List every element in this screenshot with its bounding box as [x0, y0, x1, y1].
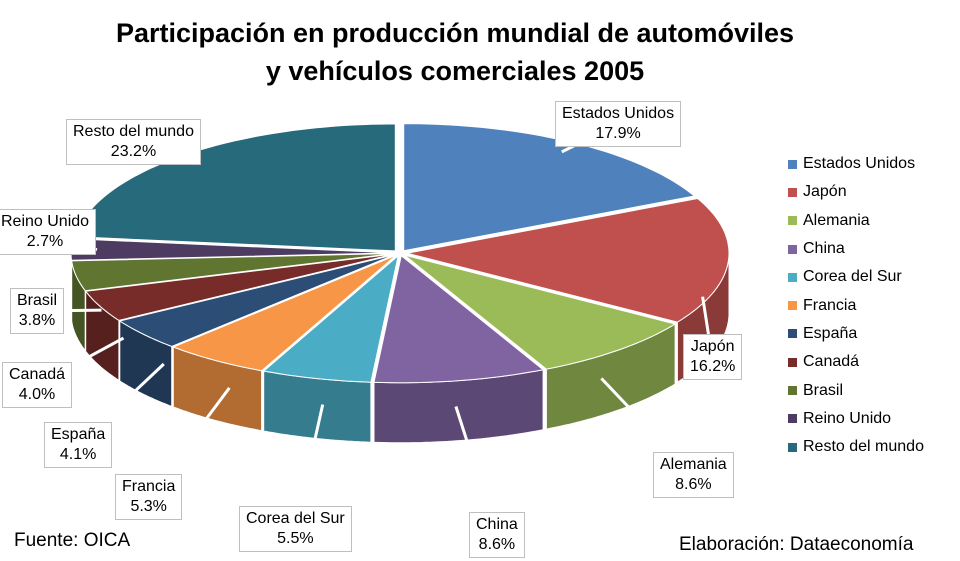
data-label-value: 8.6% [478, 536, 516, 553]
data-label-alemania: Alemania 8.6% [653, 452, 734, 498]
legend-item-espana: España [788, 320, 924, 348]
slice-alemania [404, 254, 677, 370]
legend-label: Corea del Sur [803, 268, 902, 286]
data-label-francia: Francia 5.3% [115, 474, 183, 520]
legend-label: Alemania [803, 211, 870, 229]
data-label-china: China 8.6% [469, 512, 525, 558]
data-label-name: Resto del mundo [73, 123, 194, 140]
legend-item-alemania: Alemania [788, 207, 924, 235]
legend-swatch [788, 442, 797, 452]
chart-legend: Estados Unidos Japón Alemania China Corea de… [788, 150, 924, 461]
data-label-value: 16.2% [690, 358, 736, 375]
slice-francia [171, 254, 397, 372]
data-label-name: Francia [122, 478, 176, 495]
legend-label: Estados Unidos [803, 155, 916, 173]
legend-label: Canadá [803, 353, 860, 371]
legend-label: Reino Unido [803, 409, 892, 427]
legend-item-canada: Canadá [788, 348, 924, 376]
legend-label: Brasil [803, 381, 844, 399]
legend-item-resto-del-mundo: Resto del mundo [788, 433, 924, 461]
data-label-estados-unidos: Estados Unidos 17.9% [555, 101, 682, 147]
slice-japon [406, 197, 730, 323]
data-label-name: Reino Unido [1, 213, 90, 230]
pie-tops [70, 123, 730, 384]
data-label-value: 4.1% [59, 446, 97, 463]
legend-item-reino-unido: Reino Unido [788, 405, 924, 433]
data-label-resto-del-mundo: Resto del mundo 23.2% [66, 119, 201, 165]
data-label-reino-unido: Reino Unido 2.7% [0, 209, 97, 255]
source-note: Fuente: OICA [14, 530, 131, 551]
data-label-value: 17.9% [595, 125, 641, 142]
data-label-value: 23.2% [110, 143, 157, 160]
legend-swatch [788, 357, 797, 367]
data-label-value: 4.0% [18, 386, 56, 403]
slice-canada [84, 253, 394, 321]
legend-swatch [788, 301, 797, 311]
legend-item-china: China [788, 235, 924, 263]
data-label-value: 2.7% [26, 233, 64, 250]
chart-title-line-1: Participación en producción mundial de a… [115, 18, 795, 48]
legend-label: Resto del mundo [803, 438, 924, 456]
legend-item-corea-del-sur: Corea del Sur [788, 263, 924, 291]
legend-swatch [788, 386, 797, 396]
legend-swatch [788, 187, 797, 197]
legend-item-brasil: Brasil [788, 376, 924, 404]
data-label-name: China [476, 516, 518, 533]
slice-china [373, 254, 545, 384]
slice-espana [118, 254, 395, 347]
data-label-name: Canadá [9, 366, 66, 383]
data-label-espana: España 4.1% [44, 422, 113, 468]
slice-corea-del-sur [262, 254, 400, 383]
data-label-value: 5.3% [130, 498, 167, 515]
data-label-name: Brasil [17, 292, 58, 309]
data-label-name: Corea del Sur [246, 510, 345, 527]
legend-label: España [803, 324, 858, 342]
data-label-value: 8.6% [675, 476, 712, 493]
data-label-value: 3.8% [18, 312, 56, 329]
legend-swatch [788, 272, 797, 282]
legend-label: Japón [803, 183, 847, 201]
data-label-brasil: Brasil 3.8% [10, 288, 65, 334]
legend-item-estados-unidos: Estados Unidos [788, 150, 924, 178]
data-label-canada: Canadá 4.0% [2, 362, 73, 408]
legend-swatch [788, 159, 797, 169]
legend-swatch [788, 216, 797, 226]
slice-brasil [71, 253, 394, 292]
data-label-value: 5.5% [277, 530, 314, 547]
data-label-name: Estados Unidos [562, 105, 675, 122]
legend-label: China [803, 240, 845, 258]
legend-swatch [788, 244, 797, 254]
credit-note: Elaboración: Dataeconomía [679, 534, 914, 555]
legend-label: Francia [803, 296, 857, 314]
data-label-name: Alemania [660, 456, 727, 473]
data-label-name: España [51, 426, 106, 443]
legend-swatch [788, 329, 797, 339]
chart-title-line-2: y vehículos comerciales 2005 [265, 56, 645, 86]
legend-item-francia: Francia [788, 291, 924, 319]
legend-swatch [788, 414, 797, 424]
data-label-corea-del-sur: Corea del Sur 5.5% [239, 506, 352, 552]
data-label-japon: Japón 16.2% [683, 334, 743, 380]
data-label-name: Japón [690, 338, 735, 355]
legend-item-japon: Japón [788, 178, 924, 206]
